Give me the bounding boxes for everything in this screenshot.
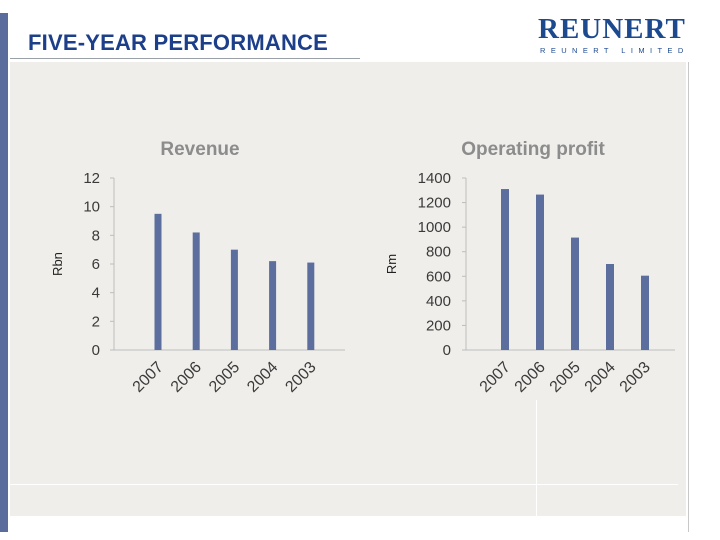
revenue-y-tick-label: 0 <box>92 342 100 359</box>
operating-profit-y-tick-label: 0 <box>443 342 451 359</box>
operating-profit-bar-2003 <box>641 275 649 350</box>
operating-profit-y-tick-label: 1000 <box>418 219 451 236</box>
operating-profit-y-axis-label: Rm <box>384 254 399 274</box>
revenue-chart-title: Revenue <box>160 139 239 160</box>
operating-profit-y-tick-label: 1400 <box>418 170 451 187</box>
panel-divider-vertical <box>536 400 537 516</box>
revenue-y-tick-label: 2 <box>92 313 100 330</box>
operating-profit-y-tick-label: 400 <box>426 293 451 310</box>
operating-profit-x-tick-label: 2007 <box>477 359 514 396</box>
revenue-bar-2005 <box>230 249 238 350</box>
operating-profit-y-tick-label: 800 <box>426 244 451 261</box>
operating-profit-bar-2007 <box>501 189 509 350</box>
revenue-y-tick-label: 10 <box>83 199 100 216</box>
operating-profit-bar-2006 <box>536 194 544 350</box>
logo-subtitle: REUNERT LIMITED <box>540 46 689 55</box>
revenue-y-axis-label: Rbn <box>50 252 65 276</box>
revenue-bar-2003 <box>307 262 315 350</box>
operating-profit-x-tick-label: 2005 <box>547 359 584 396</box>
logo-wordmark: REUNERT <box>538 13 686 45</box>
operating-profit-bar-2004 <box>606 264 614 350</box>
revenue-bar-2006 <box>192 232 200 350</box>
reunert-logo: REUNERT REUNERT LIMITED <box>538 13 686 56</box>
panel-divider-horizontal <box>10 484 678 485</box>
operating-profit-bar-2005 <box>571 237 579 350</box>
revenue-bar-2007 <box>154 213 162 350</box>
revenue-y-tick-label: 8 <box>92 227 100 244</box>
panel-right-edge <box>688 62 689 532</box>
revenue-x-tick-label: 2007 <box>130 359 167 396</box>
operating-profit-y-tick-label: 200 <box>426 317 451 334</box>
operating-profit-y-tick-label: 600 <box>426 268 451 285</box>
revenue-x-tick-label: 2004 <box>244 359 281 396</box>
revenue-y-tick-label: 4 <box>92 285 100 302</box>
operating-profit-x-tick-label: 2004 <box>582 359 619 396</box>
operating-profit-x-tick-label: 2003 <box>617 359 654 396</box>
revenue-x-tick-label: 2003 <box>282 359 319 396</box>
title-underline <box>10 58 360 59</box>
revenue-x-tick-label: 2005 <box>206 359 243 396</box>
revenue-x-tick-label: 2006 <box>168 359 205 396</box>
operating-profit-y-tick-label: 1200 <box>418 195 451 212</box>
revenue-y-tick-label: 6 <box>92 256 100 273</box>
slide-title: FIVE-YEAR PERFORMANCE <box>28 30 328 55</box>
operating-profit-chart-title: Operating profit <box>461 139 605 160</box>
operating-profit-x-tick-label: 2006 <box>512 359 549 396</box>
revenue-y-tick-label: 12 <box>83 170 100 187</box>
revenue-bar-2004 <box>269 261 277 350</box>
revenue-chart: Revenue Rbn 0 2 4 6 8 10 12 2007 2006 2005 2004 2003 <box>50 139 345 396</box>
left-accent-bar <box>0 13 8 532</box>
operating-profit-chart: Operating profit Rm 0 200 400 600 800 1000 1200 1… <box>384 139 675 396</box>
